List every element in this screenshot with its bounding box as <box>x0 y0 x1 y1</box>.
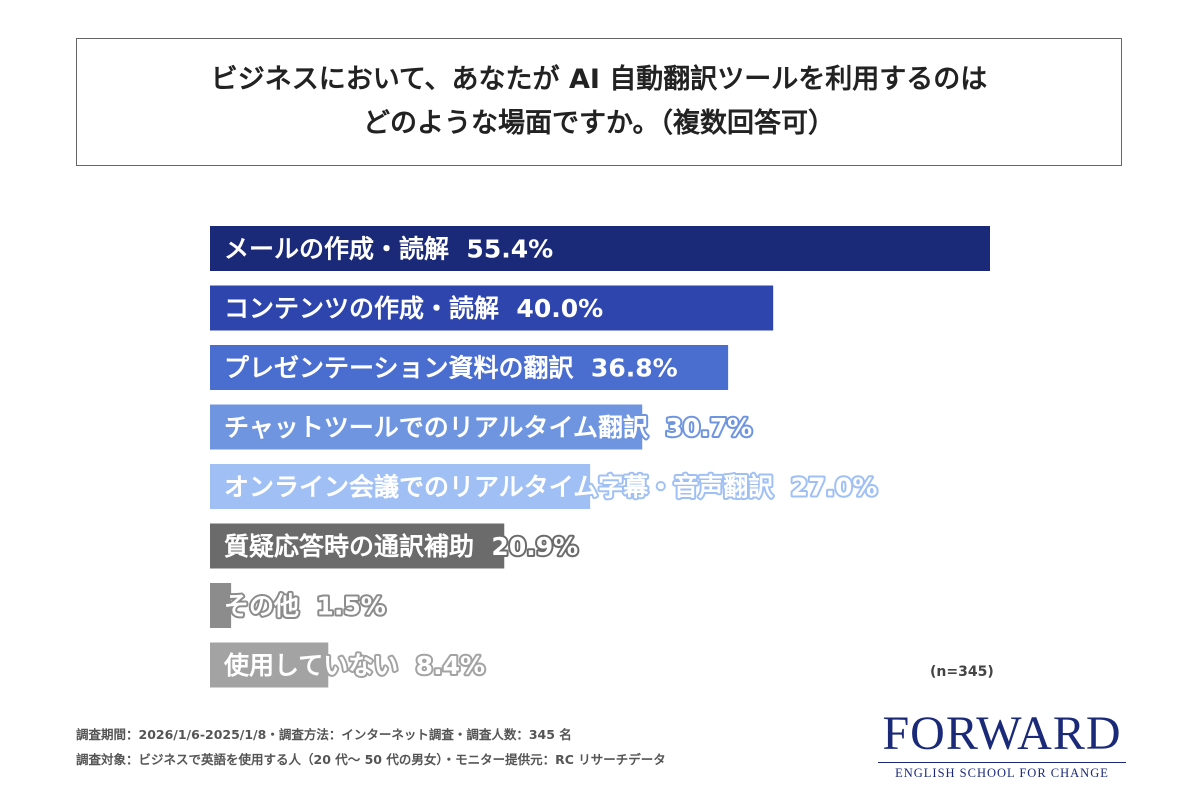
chart-title: ビジネスにおいて、あなたが AI 自動翻訳ツールを利用するのは どのような場面で… <box>76 38 1122 166</box>
bar-label-2: プレゼンテーション資料の翻訳 36.8% <box>224 354 678 383</box>
bar-7 <box>210 642 329 688</box>
logo-main-text: FORWARD <box>882 707 1122 760</box>
sample-size-note: (n=345) <box>930 664 994 680</box>
bar-label-4: オンライン会議でのリアルタイム字幕・音声翻訳 27.0% <box>224 473 877 502</box>
bar-4 <box>210 464 591 509</box>
bar-label-0: メールの作成・読解 55.4% <box>224 235 553 264</box>
value-label: 8.4% <box>398 651 485 680</box>
value-label: 1.5% <box>299 592 386 621</box>
category-label: オンライン会議でのリアルタイム字幕・音声翻訳 <box>224 473 774 502</box>
category-label: コンテンツの作成・読解 <box>224 294 499 323</box>
bar-1 <box>210 285 774 331</box>
category-label: プレゼンテーション資料の翻訳 <box>224 354 575 383</box>
footnote-survey-target: 調査対象：ビジネスで英語を使用する人（20 代～ 50 代の男女）・モニター提供… <box>76 752 666 767</box>
bar-3 <box>210 404 643 450</box>
value-label: 30.7% <box>648 413 752 442</box>
value-label: 20.9% <box>474 532 578 561</box>
bar-label-7: 使用していない 8.4% <box>223 651 485 680</box>
title-line-1: ビジネスにおいて、あなたが AI 自動翻訳ツールを利用するのは <box>210 64 988 95</box>
bar-2 <box>210 345 729 390</box>
forward-logo: FORWARD ENGLISH SCHOOL FOR CHANGE <box>878 710 1126 781</box>
category-label: その他 <box>224 592 299 621</box>
value-label: 40.0% <box>499 294 603 323</box>
value-label: 55.4% <box>449 235 553 264</box>
value-label: 27.0% <box>773 473 877 502</box>
bar-label-5: 質疑応答時の通訳補助 20.9% <box>224 532 578 561</box>
footnote-survey-period: 調査期間：2026/1/6-2025/1/8・調査方法：インターネット調査・調査… <box>76 727 572 742</box>
category-label: 質疑応答時の通訳補助 <box>224 532 474 561</box>
category-label: メールの作成・読解 <box>224 235 449 264</box>
logo-divider <box>878 762 1126 763</box>
title-line-2: どのような場面ですか。（複数回答可） <box>363 108 835 139</box>
logo-sub-text: ENGLISH SCHOOL FOR CHANGE <box>895 766 1109 780</box>
bar-0 <box>210 226 990 271</box>
bar-5 <box>210 523 505 569</box>
bar-label-1: コンテンツの作成・読解 40.0% <box>224 294 603 323</box>
bar-label-6: その他 1.5% <box>224 592 386 621</box>
category-label: チャットツールでのリアルタイム翻訳 <box>224 413 649 442</box>
category-label: 使用していない <box>223 651 398 680</box>
bar-6 <box>210 583 232 628</box>
value-label: 36.8% <box>574 354 678 383</box>
bar-label-3: チャットツールでのリアルタイム翻訳 30.7% <box>224 413 752 442</box>
